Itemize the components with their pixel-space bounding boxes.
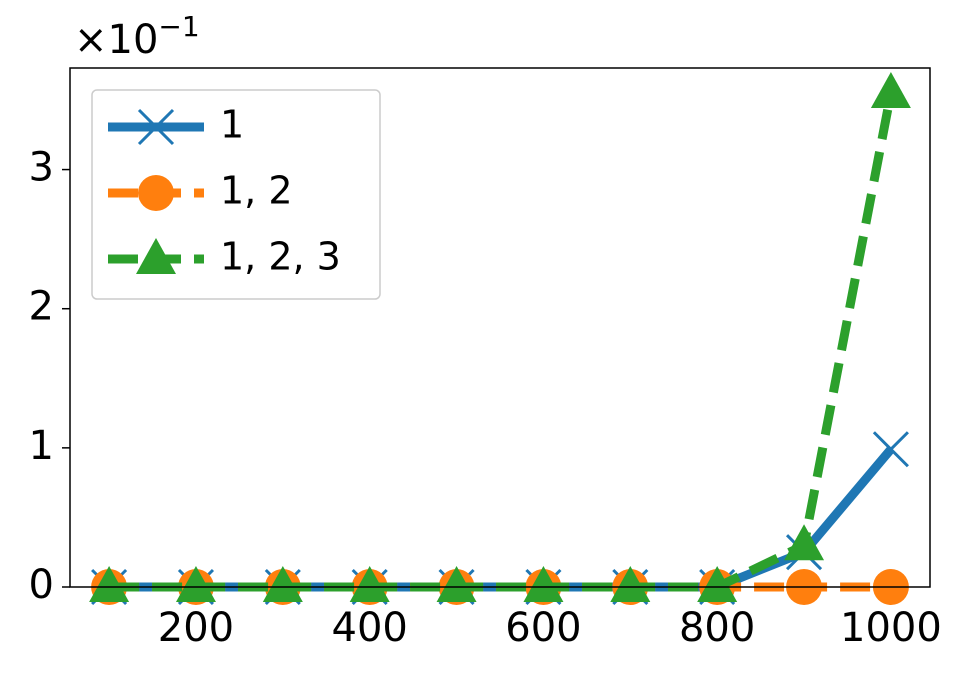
y-tick-label: 1 <box>29 423 54 469</box>
y-tick-label: 3 <box>29 145 54 191</box>
point <box>175 566 216 602</box>
point <box>262 566 303 602</box>
legend-marker <box>137 108 175 146</box>
y-tick-label: 0 <box>29 562 54 608</box>
legend-marker <box>136 238 176 274</box>
point <box>870 72 911 109</box>
x-tick-label: 600 <box>505 605 581 651</box>
point <box>610 566 651 602</box>
x-tick-label: 400 <box>332 605 408 651</box>
point <box>436 566 477 602</box>
point <box>697 566 738 602</box>
legend-label: 1, 2 <box>220 169 293 213</box>
legend-marker <box>138 175 174 211</box>
y-tick-label: 2 <box>29 284 54 330</box>
x-tick-label: 200 <box>158 605 234 651</box>
point <box>523 566 564 602</box>
series-line <box>109 446 895 592</box>
legend-label: 1, 2, 3 <box>220 235 341 279</box>
point <box>349 566 390 602</box>
legend-label: 1 <box>220 103 244 147</box>
scale-factor: ×10−1 <box>74 10 200 63</box>
legend: 1 1, 2 1, 2, 3 <box>91 89 381 300</box>
plot-frame <box>69 67 931 588</box>
point <box>89 566 130 602</box>
x-tick-label: 800 <box>679 605 755 651</box>
legend-box <box>91 89 381 300</box>
point <box>784 524 825 561</box>
point <box>872 431 909 468</box>
x-tick-label: 1000 <box>840 605 942 651</box>
